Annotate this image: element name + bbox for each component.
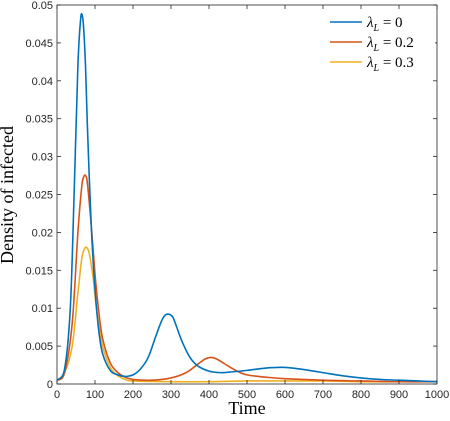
y-tick-label: 0.03 (32, 152, 53, 164)
legend-entry-1: λL = 0 (366, 15, 403, 34)
series-layer (56, 12, 438, 383)
y-tick-label: 0.05 (32, 0, 53, 12)
legend: λL = 0λL = 0.2λL = 0.3 (325, 12, 435, 74)
series-line-3 (56, 246, 437, 383)
x-tick-label: 800 (352, 389, 370, 401)
y-tick-label: 0 (47, 379, 53, 391)
series-line-2 (56, 174, 438, 383)
x-tick-label: 400 (200, 389, 218, 401)
x-tick-label: 600 (276, 389, 294, 401)
x-tick-label: 1000 (425, 389, 449, 401)
y-tick-label: 0.005 (25, 341, 53, 353)
legend-entry-3: λL = 0.3 (366, 55, 414, 74)
x-tick-label: 100 (86, 389, 104, 401)
y-tick-label: 0.015 (25, 265, 53, 277)
y-tick-label: 0.02 (32, 227, 53, 239)
y-axis-label: Density of infected (0, 126, 17, 264)
y-tick-label: 0.04 (32, 76, 53, 88)
y-tick-label: 0.025 (25, 190, 53, 202)
y-tick-label: 0.035 (25, 114, 53, 126)
x-tick-label: 500 (238, 389, 256, 401)
ticks-layer: 0 100 200 300 400 500 600 700 800 900 1000 0 0.005 0.… (25, 0, 449, 401)
y-tick-label: 0.045 (25, 38, 53, 50)
x-tick-label: 200 (124, 389, 142, 401)
x-tick-label: 300 (162, 389, 180, 401)
x-axis-label: Time (228, 398, 265, 418)
legend-entry-2: λL = 0.2 (366, 35, 414, 54)
series-line-1 (56, 12, 438, 383)
y-tick-label: 0.01 (32, 303, 53, 315)
x-tick-label: 0 (54, 389, 60, 401)
x-tick-label: 900 (390, 389, 408, 401)
x-tick-label: 700 (314, 389, 332, 401)
